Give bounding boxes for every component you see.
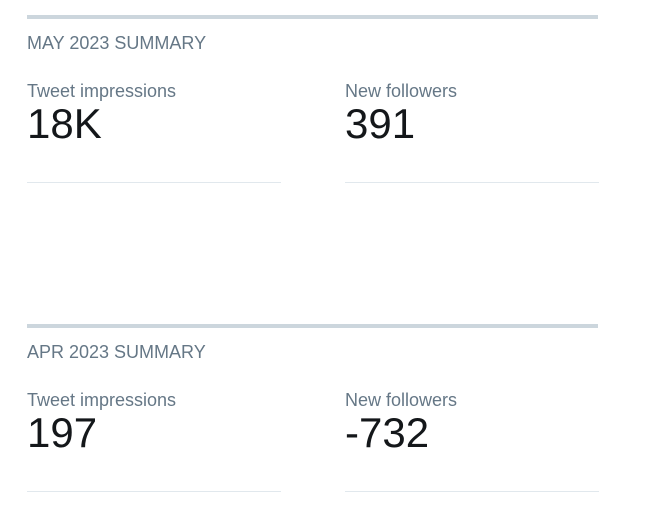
summary-heading: APR 2023 SUMMARY (27, 342, 206, 362)
metric-value: 197 (27, 409, 98, 456)
summary-section: MAY 2023 SUMMARY Tweet impressions 18K N… (27, 15, 599, 183)
metric-value: -732 (345, 409, 430, 456)
metric: Tweet impressions 197 (27, 390, 281, 492)
metric: New followers -732 (345, 390, 599, 492)
metric-value: 18K (27, 100, 102, 147)
metric: Tweet impressions 18K (27, 81, 281, 183)
summary-heading: MAY 2023 SUMMARY (27, 33, 207, 53)
metric-label: New followers (345, 390, 458, 410)
metric-value: 391 (345, 100, 416, 147)
metric-label: Tweet impressions (27, 390, 177, 410)
metric-label: New followers (345, 81, 458, 101)
metric: New followers 391 (345, 81, 599, 183)
summary-section: APR 2023 SUMMARY Tweet impressions 197 N… (27, 324, 599, 492)
metric-label: Tweet impressions (27, 81, 177, 101)
